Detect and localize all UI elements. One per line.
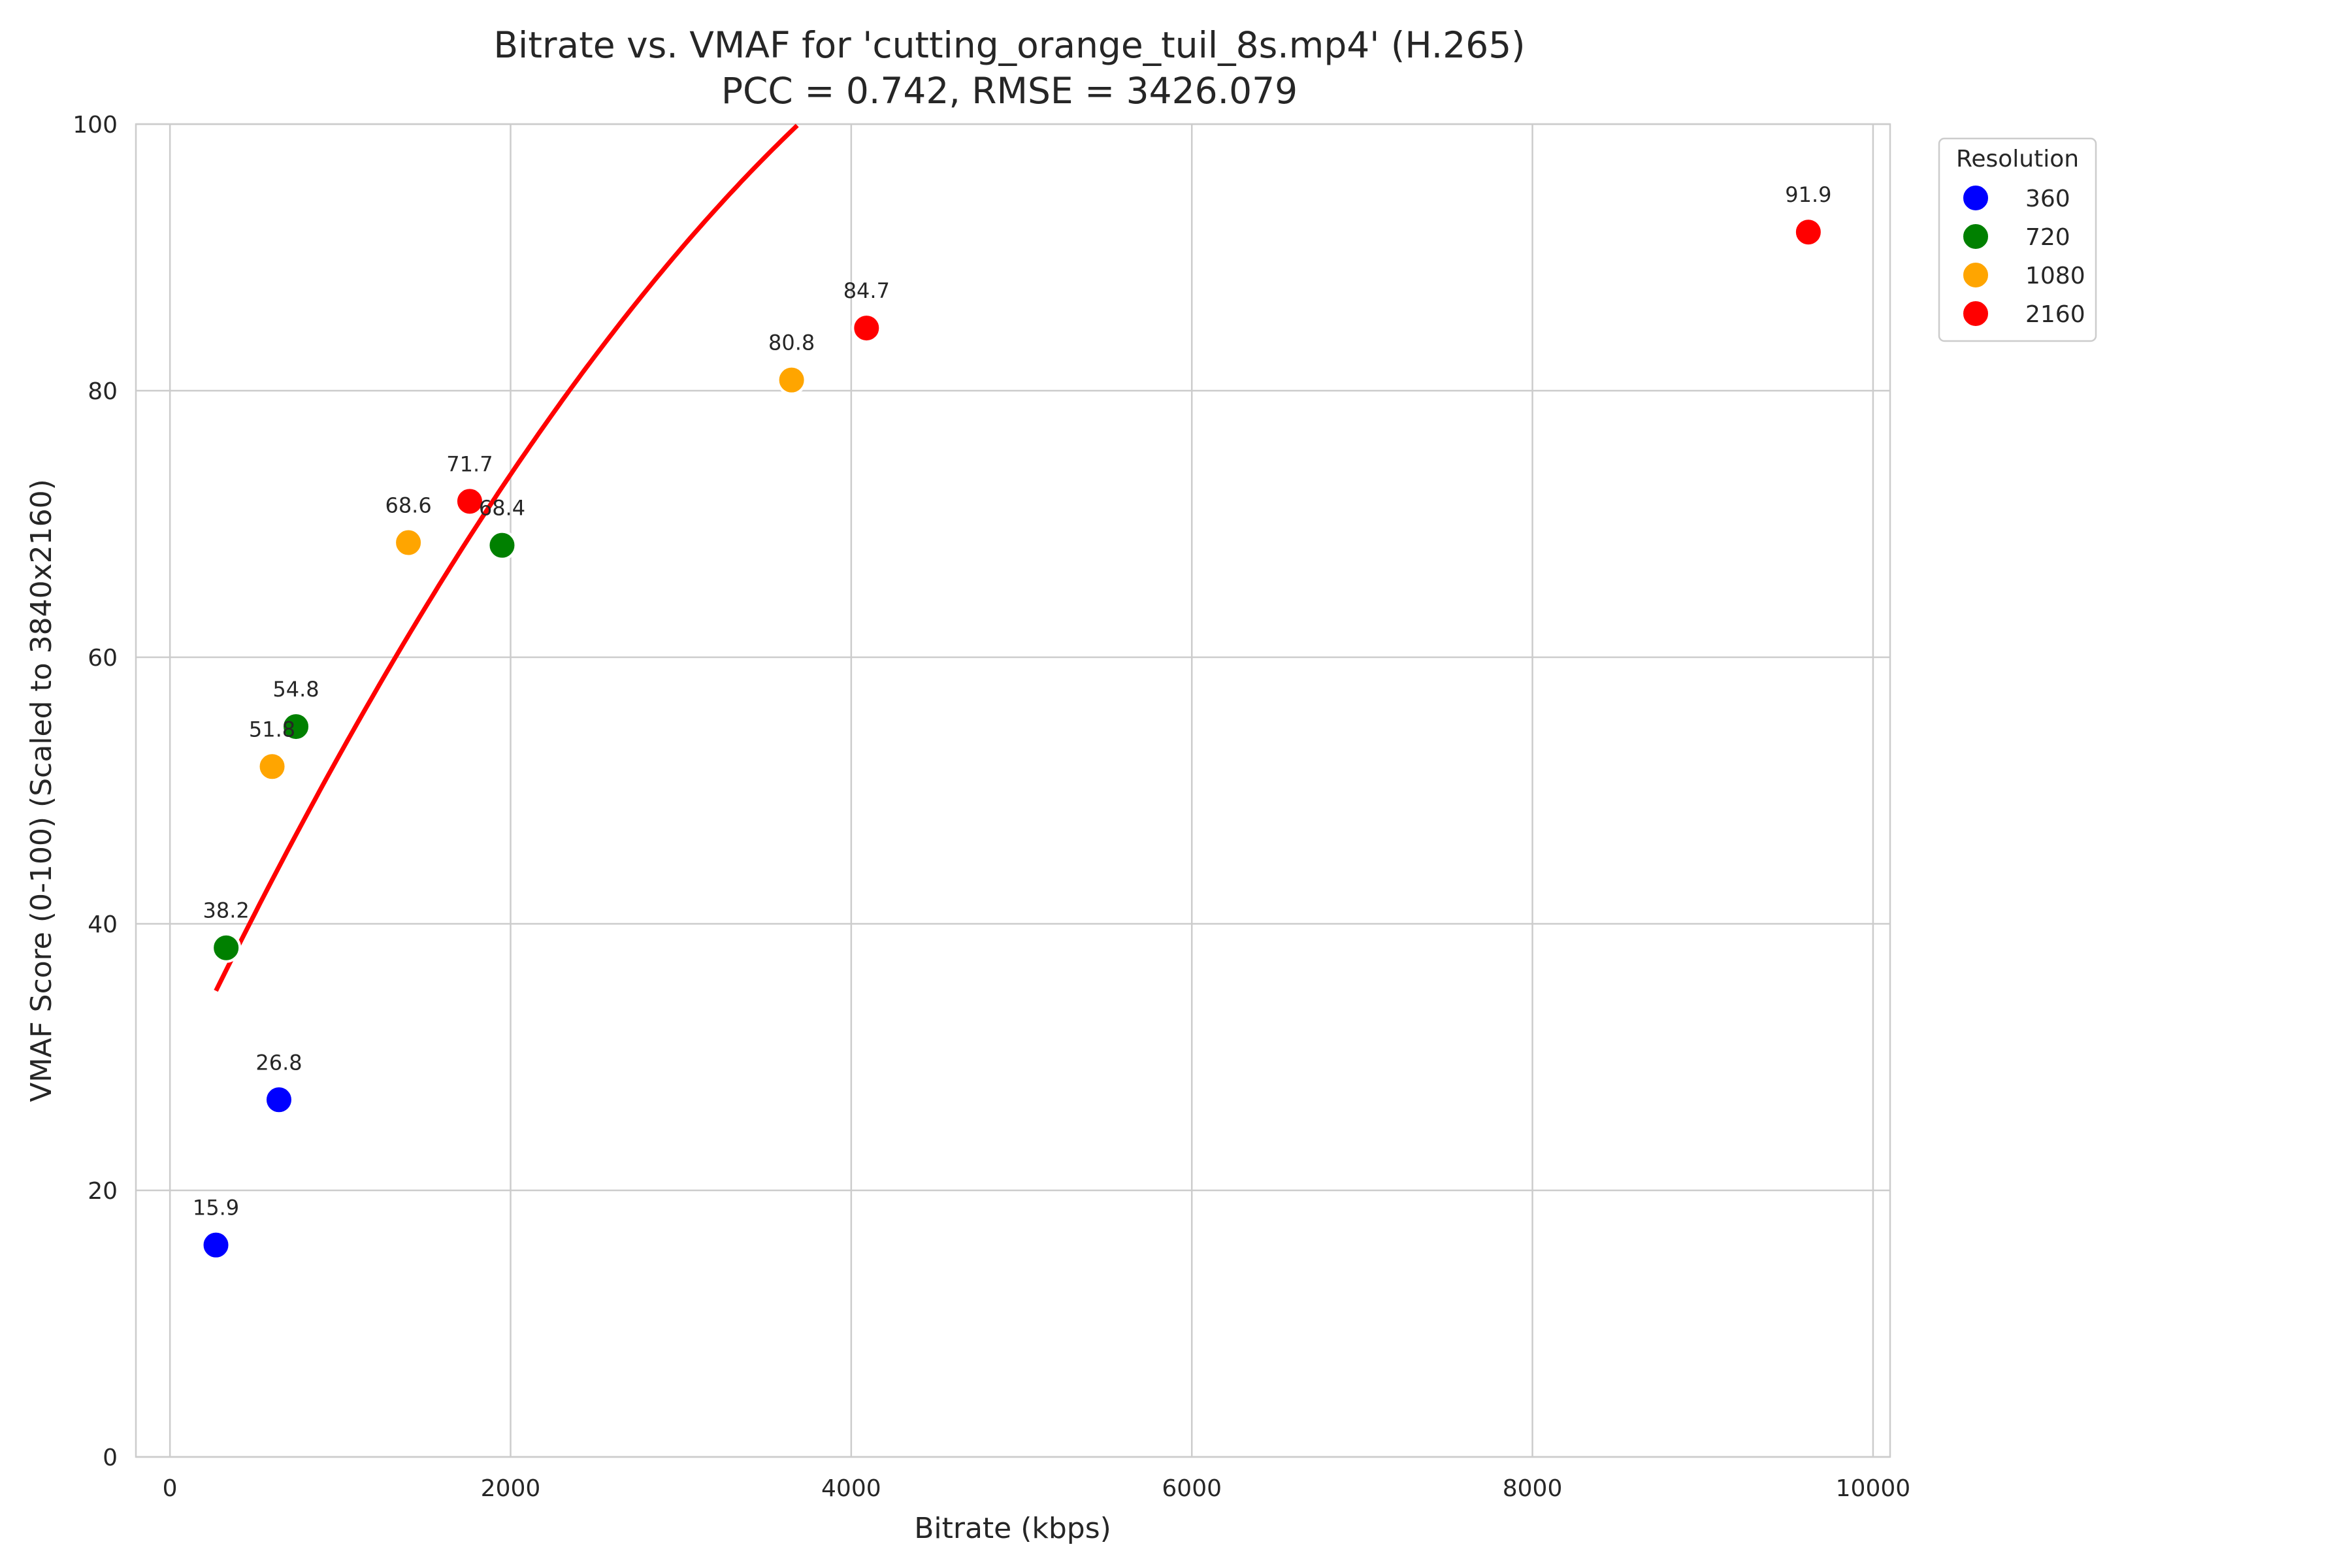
- legend-label-720: 720: [2025, 224, 2070, 251]
- point-res-1080: [257, 751, 287, 782]
- point-label: 51.8: [249, 717, 295, 742]
- x-tick-label: 10000: [1836, 1475, 1911, 1502]
- legend-marker-2160: [1961, 299, 1991, 329]
- point-res-2160: [1793, 217, 1823, 248]
- point-label: 38.2: [203, 898, 250, 923]
- point-label: 71.7: [446, 451, 493, 476]
- x-tick-label: 4000: [821, 1475, 881, 1502]
- legend-label-360: 360: [2025, 186, 2070, 212]
- x-tick-label: 6000: [1162, 1475, 1222, 1502]
- y-tick-label: 0: [103, 1445, 118, 1471]
- point-res-2160: [851, 313, 882, 344]
- y-tick-label: 20: [88, 1178, 118, 1205]
- point-res-2160: [454, 486, 485, 517]
- point-res-1080: [393, 527, 424, 558]
- point-label: 68.4: [479, 496, 525, 521]
- y-tick-label: 100: [73, 112, 118, 139]
- point-label: 80.8: [768, 331, 815, 355]
- x-tick-label: 0: [163, 1475, 178, 1502]
- gridlines: [136, 123, 1890, 1458]
- y-axis-label: VMAF Score (0-100) (Scaled to 3840x2160): [25, 479, 58, 1102]
- legend-label-2160: 2160: [2025, 301, 2085, 328]
- chart-title-line-1: Bitrate vs. VMAF for 'cutting_orange_tui…: [493, 24, 1525, 66]
- y-tick-label: 80: [88, 378, 118, 405]
- point-label: 26.8: [255, 1050, 302, 1075]
- x-axis-label: Bitrate (kbps): [914, 1512, 1111, 1545]
- point-label: 54.8: [272, 677, 319, 702]
- legend: Resolution 360 720 1080 2160: [1938, 137, 2097, 342]
- x-tick-label: 8000: [1503, 1475, 1563, 1502]
- point-res-360: [201, 1230, 231, 1260]
- fit-curve-line: [214, 123, 799, 992]
- axis-ticks: 0 2000 4000 6000 8000 10000 0 20 40 60 80 100: [73, 112, 1910, 1502]
- point-res-720: [487, 530, 517, 561]
- x-tick-label: 2000: [481, 1475, 541, 1502]
- legend-marker-360: [1961, 183, 1991, 213]
- legend-title: Resolution: [1956, 146, 2079, 172]
- data-labels: 15.9 26.8 38.2 54.8 68.4 51.8 68.6 80.8 71.7 84.7…: [193, 182, 1832, 1220]
- point-res-360: [263, 1085, 294, 1115]
- point-res-1080: [776, 365, 807, 395]
- plot-area-frame: [135, 123, 1891, 1458]
- y-tick-label: 40: [88, 911, 118, 938]
- legend-marker-1080: [1961, 260, 1991, 290]
- chart-title-line-2: PCC = 0.742, RMSE = 3426.079: [721, 70, 1298, 112]
- point-label: 68.6: [385, 493, 431, 518]
- point-label: 15.9: [193, 1196, 239, 1220]
- legend-label-1080: 1080: [2025, 263, 2085, 289]
- point-label: 91.9: [1785, 182, 1831, 207]
- point-res-720: [281, 711, 312, 742]
- data-points: [201, 217, 1823, 1260]
- point-res-720: [211, 932, 242, 963]
- legend-marker-720: [1961, 221, 1991, 252]
- legend-entries: 360 720 1080 2160: [1961, 183, 2085, 329]
- y-tick-label: 60: [88, 645, 118, 672]
- point-label: 84.7: [843, 278, 890, 303]
